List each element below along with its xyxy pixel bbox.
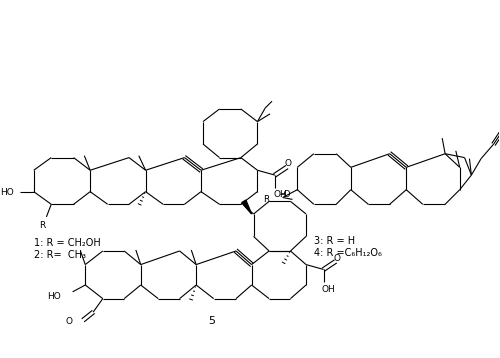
Text: O: O (334, 254, 340, 263)
Text: 4: R =C₆H₁₂O₆: 4: R =C₆H₁₂O₆ (314, 248, 382, 258)
Text: HO: HO (47, 292, 61, 301)
Text: O: O (284, 159, 292, 168)
Text: HO: HO (0, 188, 14, 197)
Text: R: R (263, 195, 269, 204)
Text: 2: R=  CH₃: 2: R= CH₃ (34, 250, 86, 260)
Text: O: O (66, 318, 72, 326)
Text: R: R (40, 221, 46, 230)
Text: 1: R = CH₂OH: 1: R = CH₂OH (34, 238, 100, 248)
Text: OH: OH (322, 285, 336, 294)
Text: 5: 5 (208, 316, 215, 326)
Text: –O: –O (280, 190, 291, 199)
Polygon shape (242, 200, 252, 214)
Text: 3: R = H: 3: R = H (314, 236, 355, 246)
Text: OH: OH (274, 190, 287, 199)
